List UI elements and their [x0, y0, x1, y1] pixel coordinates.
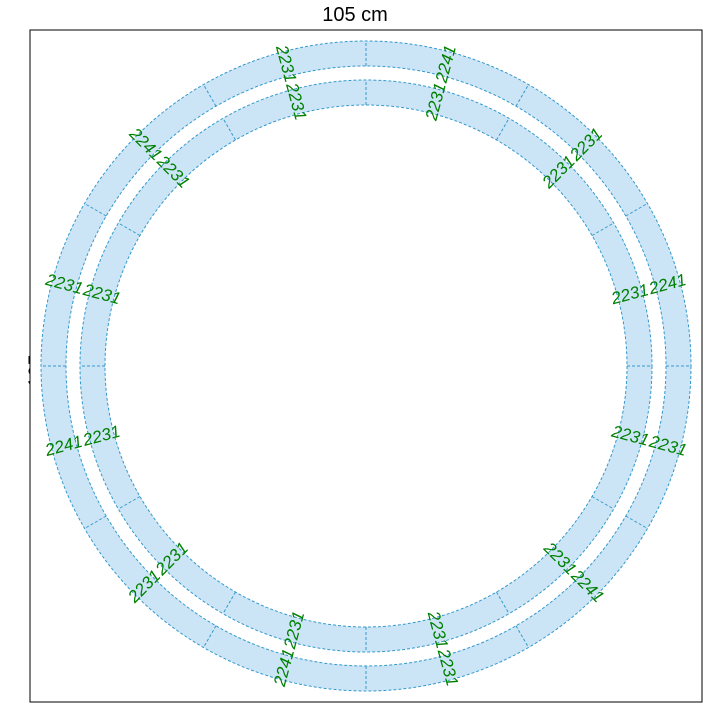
diagram-svg: 2241223122412231224122312241223122412231…	[0, 0, 710, 710]
diagram-canvas: 105 cm 105 cm 22412231224122312241223122…	[0, 0, 710, 710]
